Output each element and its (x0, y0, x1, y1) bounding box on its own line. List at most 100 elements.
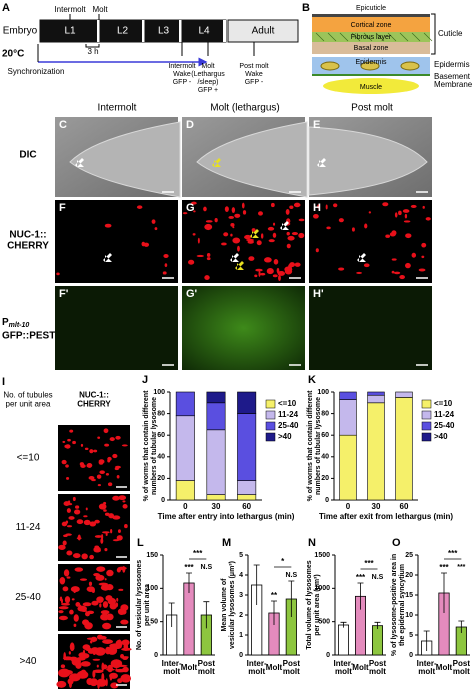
x-tick-label: Molt (181, 663, 198, 672)
error-bar (458, 620, 465, 633)
x-tick-label: Post molt (369, 659, 387, 676)
bar-segment (339, 391, 357, 400)
lysosome (266, 268, 274, 275)
lysosome (122, 504, 128, 509)
layer-label: Epidermis (355, 59, 387, 66)
bar-segment (395, 391, 413, 398)
panel-letter: E (313, 119, 320, 131)
lysosome (94, 535, 103, 538)
lysosome (333, 203, 338, 208)
lysosome (73, 509, 81, 515)
lysosome (404, 213, 408, 219)
lysosome (93, 449, 98, 453)
error-bar (271, 600, 277, 625)
panel-letter: G' (186, 288, 198, 300)
cherry-image (309, 200, 432, 283)
lysosome (97, 681, 100, 689)
lysosome (76, 657, 86, 661)
panel-letter: G (186, 202, 195, 214)
panel-letter: D (186, 119, 194, 131)
lysosome (182, 212, 188, 215)
lysosome (101, 534, 104, 540)
bar-segment (367, 391, 385, 396)
molt-gap (223, 20, 226, 42)
lysosome (391, 258, 397, 261)
lysosome (223, 232, 229, 237)
lysosome (117, 608, 126, 615)
lysosome (206, 253, 211, 257)
legend-label: 11-24 (278, 410, 299, 419)
lysosome (105, 532, 108, 536)
lysosome (287, 235, 295, 241)
panel-letter: C (59, 119, 67, 131)
lysosome (421, 242, 427, 248)
lysosome (298, 232, 305, 239)
row-label: DIC (19, 150, 36, 161)
lysosome (101, 673, 105, 682)
lysosome (247, 240, 254, 244)
lysosome (72, 440, 76, 445)
lysosome (188, 259, 195, 265)
bar-segment (175, 391, 195, 417)
lysosome (66, 508, 71, 513)
lysosome (80, 464, 86, 468)
lysosome (72, 496, 76, 502)
panel-letter: H (313, 202, 321, 214)
lysosome (115, 668, 118, 672)
lysosome (151, 219, 156, 224)
lysosome (356, 271, 363, 274)
lysosome (260, 272, 266, 276)
lysosome (114, 465, 121, 469)
gfp-image (309, 286, 432, 370)
error-bar (203, 601, 210, 629)
lysosome (242, 210, 247, 215)
fiber (327, 32, 337, 42)
x-tick-label: Post molt (198, 659, 216, 676)
panel-letter: F (59, 202, 66, 214)
x-tick-label: Molt (266, 663, 283, 672)
panel-letter: L (137, 537, 144, 549)
legend-label: 25-40 (278, 421, 299, 430)
lysosome (393, 271, 401, 275)
bar-segment (175, 480, 195, 501)
significance: *** (356, 573, 366, 582)
lysosome (122, 500, 126, 503)
gfp-image (182, 286, 305, 370)
arrowhead (103, 253, 112, 262)
x-tick-label: Inter-molt (247, 659, 267, 676)
lysosome (326, 226, 331, 230)
lysosome (79, 578, 88, 581)
lysosome (58, 615, 68, 621)
lysosome (228, 215, 234, 219)
bar-segment (339, 434, 357, 501)
lysosome (82, 619, 90, 626)
lysosome (230, 233, 233, 237)
lysosome (312, 213, 319, 219)
lysosome (96, 664, 99, 668)
lysosome (105, 472, 110, 476)
lysosome (82, 644, 91, 650)
reporter-part: mlt-10 (9, 322, 30, 329)
y-tick-label: 500 (318, 619, 330, 626)
lysosome (315, 248, 319, 253)
stage-label: L2 (117, 26, 129, 37)
lysosome (83, 515, 88, 518)
worm-head (196, 121, 308, 198)
lysosome (58, 606, 69, 610)
significance: * (281, 557, 285, 566)
header: No. of tubules per unit area (3, 391, 52, 409)
legend-label: <=10 (278, 399, 297, 408)
x-tick-label: Inter-molt (162, 659, 182, 676)
y-tick-label: 0 (325, 497, 329, 504)
lysosome (58, 544, 66, 550)
lysosome (115, 639, 123, 648)
lysosome (103, 501, 107, 505)
lysosome (56, 272, 60, 276)
lysosome (237, 245, 240, 252)
lysosome (394, 212, 398, 218)
lysosome (289, 205, 294, 209)
lysosome (93, 669, 104, 673)
lysosome (100, 584, 110, 591)
lysosome (76, 670, 89, 679)
lysosome (410, 204, 417, 208)
